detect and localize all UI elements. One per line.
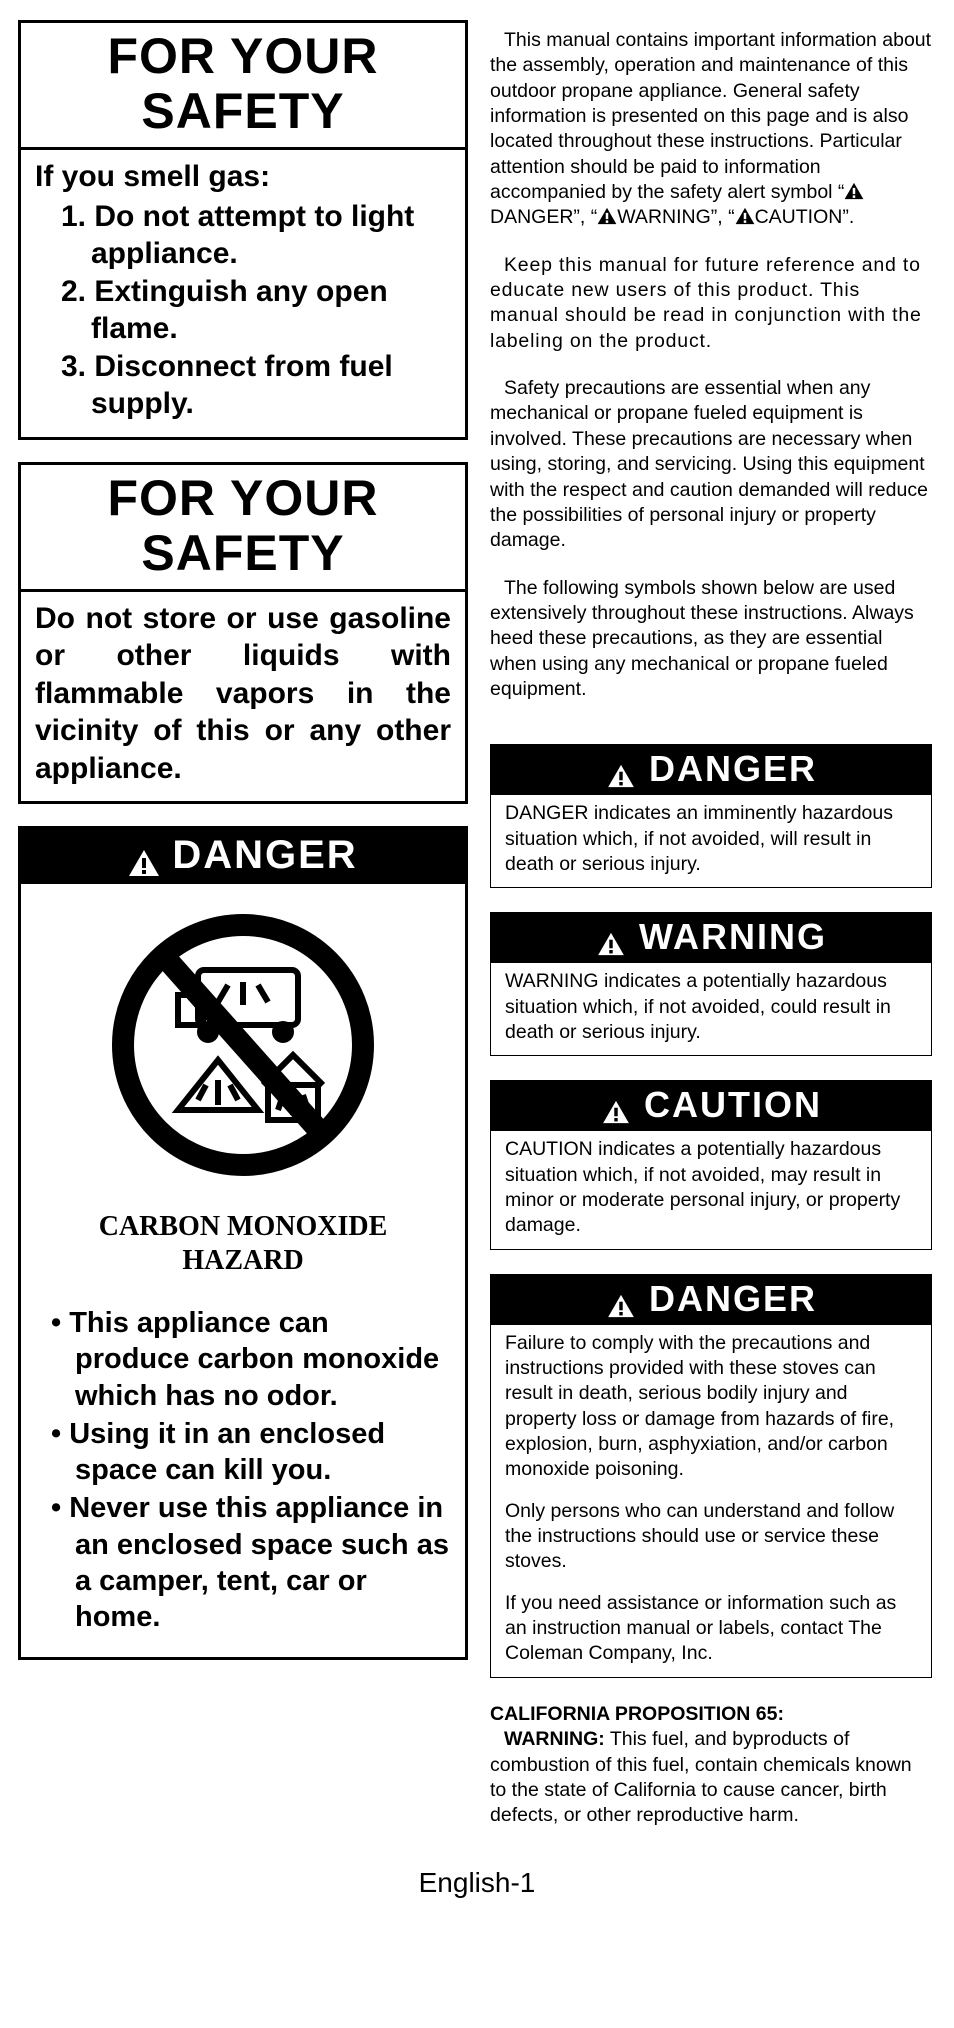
caution-definition-box: CAUTION CAUTION indicates a potentially … (490, 1080, 932, 1249)
compliance-danger-header-text: DANGER (649, 1278, 817, 1320)
co-danger-header: DANGER (21, 829, 465, 884)
compliance-danger-box: DANGER Failure to comply with the precau… (490, 1274, 932, 1678)
warning-def-body: WARNING indicates a potentially hazardou… (491, 963, 931, 1055)
page-number: English-1 (18, 1867, 936, 1899)
safety-box-2: FOR YOUR SAFETY Do not store or use gaso… (18, 462, 468, 805)
no-indoor-use-icon (108, 910, 378, 1180)
danger-definition-box: DANGER DANGER indicates an imminently ha… (490, 744, 932, 888)
alert-triangle-icon (595, 923, 627, 951)
alert-triangle-icon (128, 842, 160, 870)
safety-box-1: FOR YOUR SAFETY If you smell gas: 1. Do … (18, 20, 468, 440)
co-bullet-list: • This appliance can produce carbon mono… (35, 1305, 451, 1635)
safety-intro: If you smell gas: (35, 158, 451, 196)
compliance-p1: Failure to comply with the precautions a… (505, 1331, 917, 1483)
alert-triangle-icon (605, 1285, 637, 1313)
intro-paragraph-2: Keep this manual for future reference an… (490, 253, 932, 354)
co-danger-box: DANGER (18, 826, 468, 1660)
intro-paragraph-3: Safety precautions are essential when an… (490, 376, 932, 553)
compliance-danger-body: Failure to comply with the precautions a… (491, 1325, 931, 1677)
co-bullet-item: • Never use this appliance in an enclose… (35, 1490, 451, 1635)
safety-box-2-header: FOR YOUR SAFETY (21, 465, 465, 592)
co-bullet-item: • This appliance can produce carbon mono… (35, 1305, 451, 1414)
warning-def-header-text: WARNING (639, 916, 827, 958)
safety-box-1-body: If you smell gas: 1. Do not attempt to l… (21, 150, 465, 437)
compliance-p2: Only persons who can understand and foll… (505, 1499, 917, 1575)
co-bullet-item: • Using it in an enclosed space can kill… (35, 1416, 451, 1489)
co-hazard-title: CARBON MONOXIDE HAZARD (35, 1210, 451, 1277)
left-column: FOR YOUR SAFETY If you smell gas: 1. Do … (18, 20, 468, 1829)
caution-def-body: CAUTION indicates a potentially hazardou… (491, 1131, 931, 1248)
safety-list-item: 3. Disconnect from fuel supply. (35, 348, 451, 423)
danger-def-header-text: DANGER (649, 748, 817, 790)
intro-paragraph-1: This manual contains important informati… (490, 28, 932, 231)
danger-def-header: DANGER (491, 745, 931, 795)
prop65-title: CALIFORNIA PROPOSITION 65: (490, 1703, 784, 1725)
alert-triangle-icon (600, 1091, 632, 1119)
safety-list-item: 1. Do not attempt to light appliance. (35, 198, 451, 273)
safety-box-1-header: FOR YOUR SAFETY (21, 23, 465, 150)
warning-definition-box: WARNING WARNING indicates a potentially … (490, 912, 932, 1056)
alert-triangle-icon (735, 207, 755, 225)
safety-box-2-body: Do not store or use gasoline or other li… (21, 592, 465, 802)
page-content: FOR YOUR SAFETY If you smell gas: 1. Do … (18, 20, 936, 1829)
alert-triangle-icon (597, 207, 617, 225)
co-danger-header-text: DANGER (172, 833, 357, 878)
alert-triangle-icon (605, 755, 637, 783)
caution-def-header-text: CAUTION (644, 1084, 822, 1126)
compliance-p3: If you need assistance or information su… (505, 1591, 917, 1667)
safety-list-item: 2. Extinguish any open flame. (35, 273, 451, 348)
co-danger-body: CARBON MONOXIDE HAZARD • This appliance … (21, 884, 465, 1657)
right-column: This manual contains important informati… (490, 20, 932, 1829)
danger-def-body: DANGER indicates an imminently hazardous… (491, 795, 931, 887)
caution-def-header: CAUTION (491, 1081, 931, 1131)
compliance-danger-header: DANGER (491, 1275, 931, 1325)
intro-paragraph-4: The following symbols shown below are us… (490, 576, 932, 703)
prop65-notice: CALIFORNIA PROPOSITION 65: WARNING: This… (490, 1702, 932, 1829)
warning-def-header: WARNING (491, 913, 931, 963)
safety-list: 1. Do not attempt to light appliance. 2.… (35, 198, 451, 423)
alert-triangle-icon (844, 182, 864, 200)
prop65-warning-label: WARNING: (504, 1728, 605, 1750)
